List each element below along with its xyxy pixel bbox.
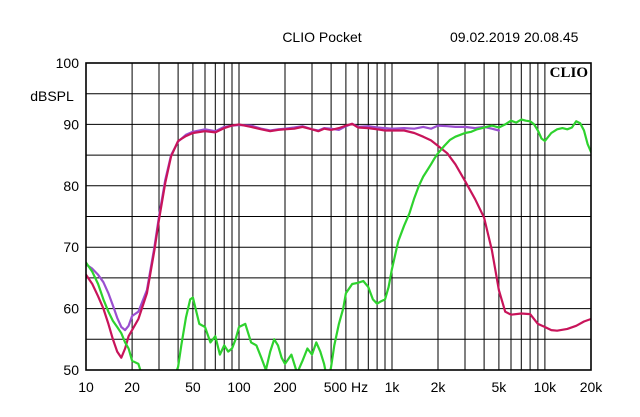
- x-tick-label: 500 Hz: [324, 379, 368, 395]
- x-tick-label: 20k: [580, 379, 604, 395]
- y-tick-label: 70: [63, 239, 79, 255]
- y-tick-label: 90: [63, 116, 79, 132]
- clio-logo: CLIO: [546, 64, 590, 81]
- axis-tick-labels: 10 20 50 100 200 500 Hz 1k 2k 5k 10k 20k 50 60 70 80 90…: [56, 55, 604, 395]
- x-tick-label: 2k: [431, 379, 447, 395]
- series-line-2: [86, 122, 591, 359]
- app-name-header: CLIO Pocket: [282, 29, 361, 45]
- x-tick-label: 200: [273, 379, 297, 395]
- grid: [86, 63, 591, 370]
- clio-logo-text: CLIO: [550, 65, 588, 81]
- y-tick-label: 60: [63, 301, 79, 317]
- x-tick-label: 10k: [534, 379, 558, 395]
- x-tick-label: 50: [185, 379, 201, 395]
- x-tick-label: 100: [227, 379, 251, 395]
- x-tick-label: 20: [124, 379, 140, 395]
- x-tick-label: 5k: [492, 379, 508, 395]
- y-tick-label: 100: [56, 55, 80, 71]
- y-axis-label: dBSPL: [30, 88, 74, 104]
- timestamp-header: 09.02.2019 20.08.45: [450, 29, 579, 45]
- plot-frame: [85, 62, 592, 371]
- y-tick-label: 50: [63, 362, 79, 378]
- y-tick-label: 80: [63, 178, 79, 194]
- x-tick-label: 10: [78, 379, 94, 395]
- series-line-3: [86, 118, 591, 370]
- series-group: [86, 118, 591, 370]
- x-tick-label: 1k: [385, 379, 401, 395]
